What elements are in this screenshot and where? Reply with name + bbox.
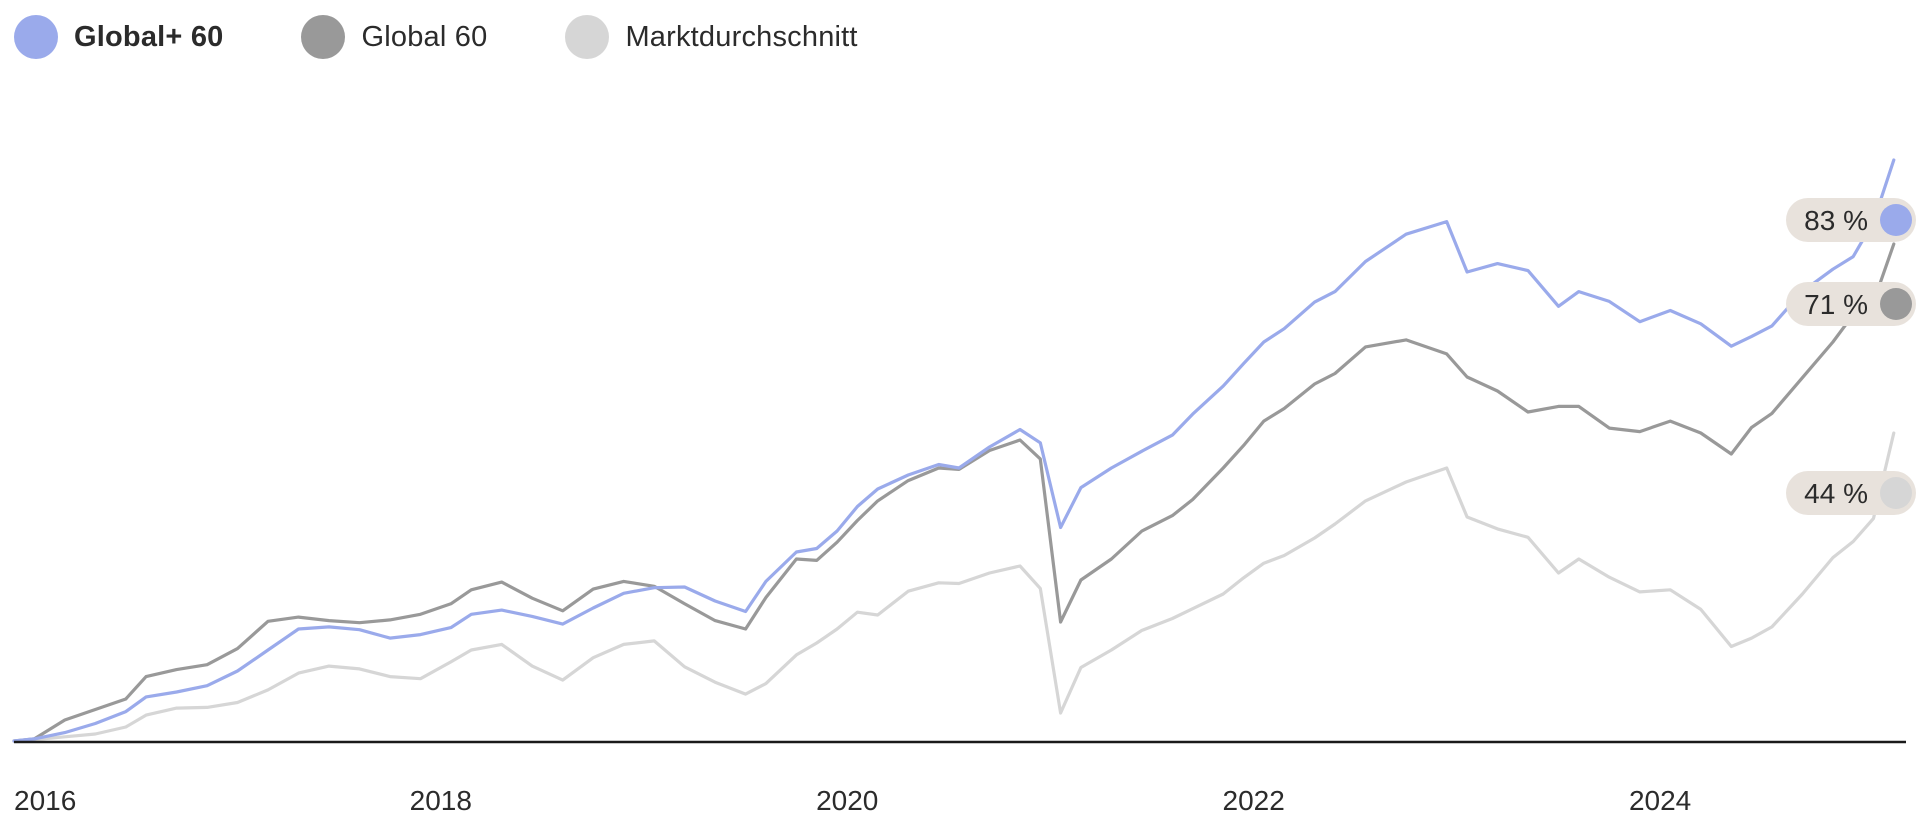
end-label-value: 71 % xyxy=(1804,289,1868,320)
legend-dot-global-60 xyxy=(301,15,346,59)
end-label-value: 83 % xyxy=(1804,205,1868,236)
legend-label-marktdurchschnitt: Marktdurchschnitt xyxy=(625,20,858,53)
end-label-global-plus-60: 83 % xyxy=(1786,198,1916,242)
x-tick-label-2016: 2016 xyxy=(14,785,76,816)
end-label-pill xyxy=(1786,198,1916,242)
end-label-dot xyxy=(1880,204,1912,236)
legend-label-global-60: Global 60 xyxy=(361,20,488,53)
series-line-marktdurchschnitt xyxy=(12,431,1896,743)
x-tick-label-2024: 2024 xyxy=(1629,785,1691,816)
legend-item-marktdurchschnitt[interactable]: Marktdurchschnitt xyxy=(565,15,858,59)
series-line-global-60 xyxy=(12,242,1896,743)
legend-dot-global-plus-60 xyxy=(14,15,58,59)
end-label-dot xyxy=(1880,477,1912,509)
x-axis-ticks: 2016 2018 2020 2022 2024 xyxy=(14,785,1691,816)
legend-item-global-60[interactable]: Global 60 xyxy=(301,15,487,59)
series-line-global-plus-60 xyxy=(12,158,1896,743)
chart-legend: Global+ 60 Global 60 Marktdurchschnitt xyxy=(14,14,936,60)
series-layer xyxy=(12,158,1896,743)
end-label-marktdurchschnitt: 44 % xyxy=(1786,471,1916,515)
end-label-pill xyxy=(1786,471,1916,515)
x-tick-label-2020: 2020 xyxy=(816,785,878,816)
legend-item-global-plus-60[interactable]: Global+ 60 xyxy=(14,15,223,59)
end-label-global-60: 71 % xyxy=(1786,282,1916,326)
end-label-pill xyxy=(1786,282,1916,326)
end-label-value: 44 % xyxy=(1804,478,1868,509)
legend-dot-marktdurchschnitt xyxy=(565,15,610,59)
x-tick-label-2022: 2022 xyxy=(1223,785,1285,816)
end-label-dot xyxy=(1880,288,1912,320)
legend-label-global-plus-60: Global+ 60 xyxy=(74,20,224,53)
x-tick-label-2018: 2018 xyxy=(410,785,472,816)
end-labels: 83 % 71 % 44 % xyxy=(1786,198,1916,515)
